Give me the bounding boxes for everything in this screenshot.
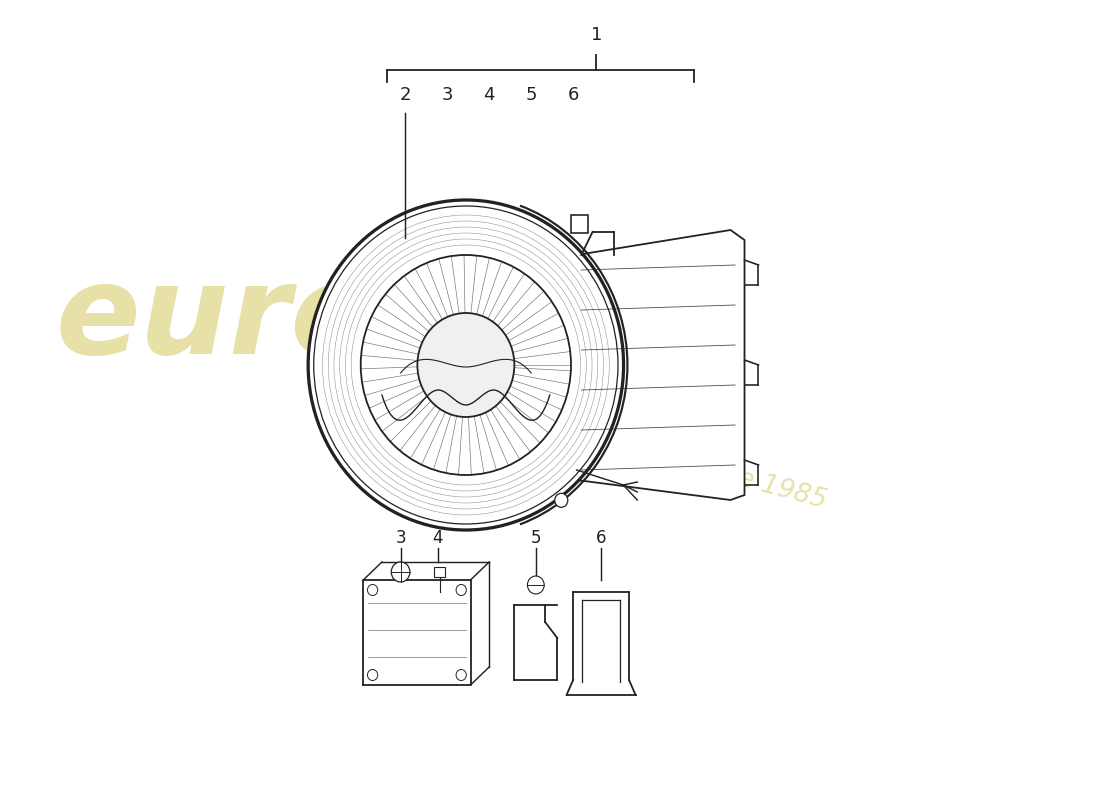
- Ellipse shape: [308, 200, 624, 530]
- Circle shape: [417, 313, 515, 417]
- Text: 6: 6: [596, 529, 606, 547]
- Text: 2: 2: [399, 86, 411, 104]
- Text: europarts: europarts: [55, 259, 746, 381]
- Text: 5: 5: [526, 86, 537, 104]
- Text: 3: 3: [395, 529, 406, 547]
- Text: 1: 1: [591, 26, 602, 44]
- Text: 6: 6: [568, 86, 579, 104]
- Circle shape: [367, 670, 377, 681]
- Circle shape: [554, 494, 568, 507]
- Circle shape: [456, 670, 466, 681]
- Text: 4: 4: [432, 529, 443, 547]
- Text: 4: 4: [483, 86, 495, 104]
- Circle shape: [527, 576, 544, 594]
- Circle shape: [367, 585, 377, 595]
- Text: a passion for parts since 1985: a passion for parts since 1985: [438, 386, 829, 514]
- Circle shape: [456, 585, 466, 595]
- Polygon shape: [576, 230, 745, 500]
- FancyBboxPatch shape: [434, 567, 446, 577]
- Circle shape: [392, 562, 410, 582]
- Text: 5: 5: [530, 529, 541, 547]
- FancyBboxPatch shape: [571, 214, 587, 233]
- Text: 3: 3: [441, 86, 453, 104]
